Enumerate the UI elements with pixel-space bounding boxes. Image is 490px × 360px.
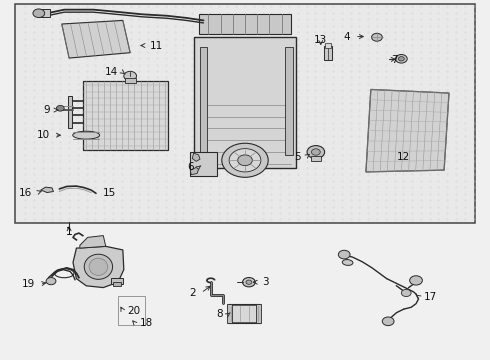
- Bar: [113, 282, 122, 286]
- Circle shape: [46, 278, 56, 285]
- Circle shape: [33, 9, 45, 18]
- Bar: [125, 78, 136, 83]
- Bar: [285, 47, 293, 155]
- Bar: [324, 46, 332, 59]
- Text: 11: 11: [150, 41, 163, 50]
- Bar: [118, 296, 145, 324]
- Polygon shape: [41, 187, 53, 193]
- Bar: [228, 303, 260, 323]
- Circle shape: [124, 71, 137, 81]
- Text: 3: 3: [262, 277, 269, 287]
- Bar: [39, 9, 50, 17]
- Text: 9: 9: [43, 105, 49, 115]
- Text: 6: 6: [187, 162, 194, 172]
- Text: 17: 17: [423, 292, 437, 302]
- Polygon shape: [62, 21, 130, 58]
- Circle shape: [382, 317, 394, 325]
- Text: 15: 15: [103, 188, 117, 198]
- Circle shape: [338, 250, 350, 259]
- Text: 7: 7: [392, 55, 398, 65]
- Bar: [15, 4, 475, 223]
- Text: 1: 1: [66, 227, 73, 237]
- Bar: [198, 14, 292, 34]
- Bar: [256, 303, 261, 323]
- Text: 10: 10: [36, 130, 49, 140]
- Text: 16: 16: [19, 188, 32, 198]
- Ellipse shape: [238, 155, 252, 166]
- Circle shape: [371, 33, 382, 41]
- Text: 14: 14: [105, 67, 118, 77]
- Ellipse shape: [229, 149, 261, 172]
- Bar: [82, 81, 168, 149]
- Text: 4: 4: [343, 32, 350, 41]
- Text: 1: 1: [66, 227, 73, 237]
- Polygon shape: [192, 153, 200, 161]
- Circle shape: [410, 276, 422, 285]
- Bar: [200, 47, 207, 155]
- Ellipse shape: [73, 131, 99, 139]
- Ellipse shape: [84, 254, 113, 279]
- Circle shape: [307, 145, 325, 158]
- Bar: [229, 305, 259, 322]
- Ellipse shape: [343, 260, 353, 265]
- Bar: [111, 278, 123, 284]
- Text: 8: 8: [217, 310, 223, 319]
- Ellipse shape: [89, 258, 108, 275]
- Bar: [68, 96, 72, 128]
- Text: 2: 2: [190, 288, 196, 298]
- Circle shape: [246, 280, 252, 284]
- Text: 5: 5: [294, 152, 301, 162]
- Bar: [227, 303, 232, 323]
- Polygon shape: [73, 246, 124, 288]
- Text: 20: 20: [128, 306, 141, 316]
- Text: 12: 12: [397, 152, 411, 162]
- Ellipse shape: [222, 143, 268, 177]
- Polygon shape: [366, 89, 449, 172]
- Bar: [325, 43, 331, 48]
- Circle shape: [312, 149, 320, 155]
- Text: 19: 19: [22, 279, 35, 289]
- Circle shape: [395, 54, 407, 63]
- Polygon shape: [190, 167, 198, 175]
- Circle shape: [243, 278, 255, 287]
- Circle shape: [56, 105, 64, 111]
- Circle shape: [398, 57, 404, 61]
- Bar: [190, 152, 217, 176]
- Bar: [311, 156, 321, 161]
- Bar: [194, 37, 296, 168]
- Text: 13: 13: [314, 35, 327, 45]
- Circle shape: [401, 289, 411, 297]
- Polygon shape: [80, 235, 106, 248]
- Text: 18: 18: [140, 319, 153, 328]
